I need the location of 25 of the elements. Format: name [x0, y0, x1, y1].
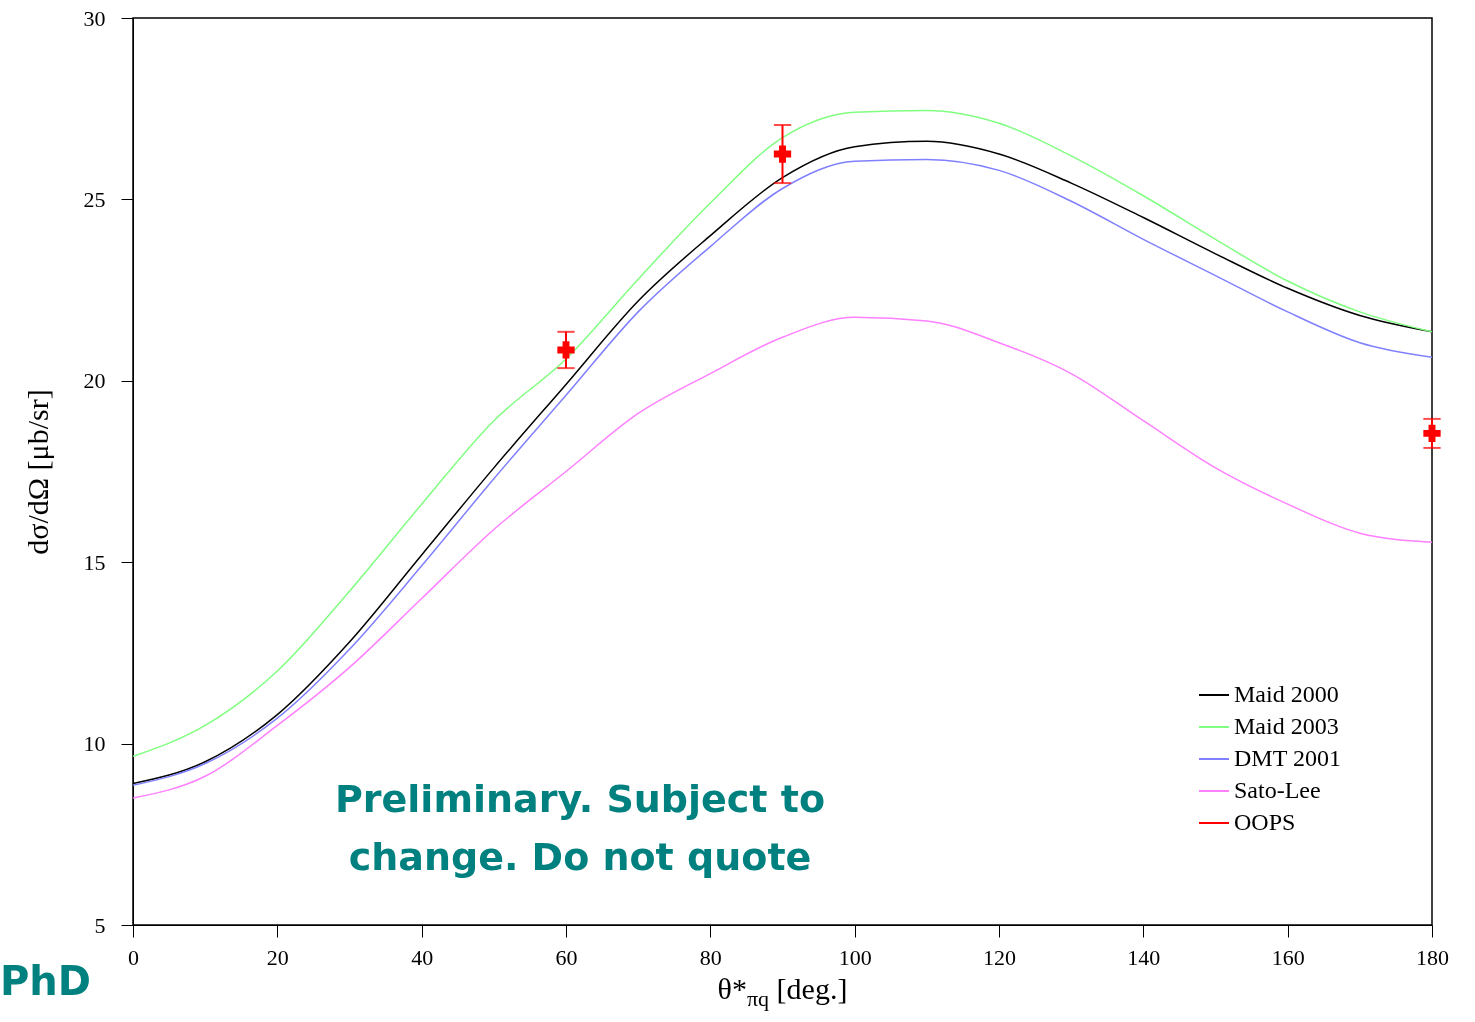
x-tick-label: 140	[1127, 944, 1161, 970]
annotation: Preliminary. Subject to change. Do not quote	[334, 776, 826, 881]
legend-label: Sato-Lee	[1234, 777, 1321, 803]
y-axis-title: dσ/dΩ [μb/sr]	[20, 389, 54, 555]
legend-label: DMT 2001	[1234, 745, 1341, 771]
legend-label: Maid 2003	[1234, 713, 1339, 739]
x-tick-label: 120	[983, 944, 1016, 970]
y-tick-label: 10	[83, 731, 106, 757]
legend-label: Maid 2000	[1234, 681, 1339, 707]
x-tick-label: 0	[128, 944, 139, 970]
x-tick-label: 20	[266, 944, 289, 970]
x-tick-label: 80	[699, 944, 722, 970]
x-tick-label: 160	[1271, 944, 1305, 970]
x-tick-label: 180	[1416, 944, 1449, 970]
x-tick-label: 40	[411, 944, 434, 970]
text: PhD	[0, 958, 91, 1004]
legend-label: OOPS	[1234, 809, 1296, 835]
x-tick-label: 60	[555, 944, 578, 970]
y-tick-label: 5	[94, 912, 106, 938]
y-tick-label: 25	[83, 186, 106, 212]
y-tick-label: 20	[83, 368, 106, 394]
x-tick-label: 100	[838, 944, 872, 970]
y-tick-label: 15	[83, 549, 106, 575]
y-tick-label: 30	[83, 5, 106, 31]
x-axis-title: θ*$_{πq}$ [deg.]	[716, 972, 849, 1012]
